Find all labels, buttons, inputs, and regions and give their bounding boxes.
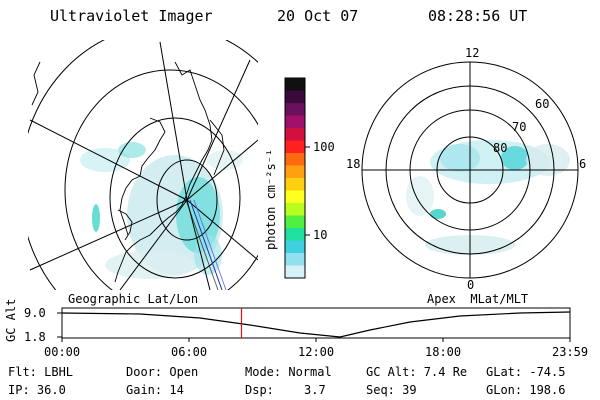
info-gain: Gain: 14 bbox=[126, 383, 184, 397]
color-bar-unit: photon cm⁻²s⁻¹ bbox=[264, 148, 278, 250]
geographic-map bbox=[28, 40, 258, 290]
instrument-title: Ultraviolet Imager bbox=[50, 7, 213, 25]
lat-label-70: 70 bbox=[512, 120, 527, 134]
xtick-1800: 18:00 bbox=[425, 345, 462, 359]
color-bar-segment bbox=[285, 153, 305, 166]
info-door: Door: Open bbox=[126, 365, 199, 379]
color-bar-segment bbox=[285, 190, 305, 204]
satellite-track bbox=[185, 199, 227, 290]
color-bar-segment bbox=[285, 253, 305, 266]
color-bar-segment bbox=[285, 103, 305, 116]
mlt-label-6: 6 bbox=[579, 157, 587, 171]
apex-grid bbox=[361, 61, 579, 279]
xtick-1200: 12:00 bbox=[298, 345, 335, 359]
color-bar bbox=[285, 78, 305, 279]
color-bar-segment bbox=[285, 215, 305, 229]
color-bar-segment bbox=[285, 165, 305, 179]
time-label: 08:28:56 UT bbox=[428, 7, 528, 25]
altitude-ytick-low: 1.8 bbox=[24, 330, 46, 344]
info-glat: GLat: -74.5 bbox=[486, 365, 566, 379]
geographic-label: Geographic Lat/Lon bbox=[68, 292, 199, 306]
info-gc-alt: GC Alt: 7.4 Re bbox=[366, 365, 468, 379]
info-ip: IP: 36.0 bbox=[8, 383, 66, 397]
altitude-ytick-high: 9.0 bbox=[24, 306, 46, 320]
info-glon: GLon: 198.6 bbox=[486, 383, 566, 397]
xtick-2359: 23:59 bbox=[552, 345, 589, 359]
altitude-curve bbox=[61, 311, 571, 338]
color-bar-label-100: 100 bbox=[313, 140, 335, 154]
info-dsp-label: Dsp: bbox=[245, 383, 274, 397]
apex-label: Apex MLat/MLT bbox=[427, 292, 529, 306]
mlt-label-18: 18 bbox=[346, 157, 361, 171]
xtick-0000: 00:00 bbox=[44, 345, 81, 359]
xtick-0600: 06:00 bbox=[171, 345, 208, 359]
color-bar-frame bbox=[284, 77, 306, 279]
color-bar-segment bbox=[285, 203, 305, 216]
color-bar-segment bbox=[285, 178, 305, 191]
color-bar-segment bbox=[285, 240, 305, 254]
color-bar-segment bbox=[285, 228, 305, 241]
lat-label-60: 60 bbox=[535, 97, 550, 111]
altitude-ylabel: GC Alt bbox=[4, 298, 18, 342]
color-bar-segment bbox=[285, 115, 305, 129]
mlt-label-12: 12 bbox=[465, 46, 480, 60]
altitude-plot bbox=[57, 307, 571, 342]
color-bar-segment bbox=[285, 90, 305, 104]
lat-label-80: 80 bbox=[493, 141, 508, 155]
info-dsp-value: 3.7 bbox=[304, 383, 326, 397]
color-bar-segment bbox=[285, 140, 305, 154]
color-bar-segment bbox=[285, 128, 305, 141]
mlt-label-0: 0 bbox=[467, 278, 475, 292]
info-mode: Mode: Normal bbox=[245, 365, 332, 379]
color-bar-label-10: 10 bbox=[313, 228, 328, 242]
info-flt: Flt: LBHL bbox=[8, 365, 74, 379]
coastline bbox=[31, 61, 225, 283]
color-bar-segment bbox=[285, 78, 305, 91]
date-label: 20 Oct 07 bbox=[277, 7, 359, 25]
info-seq: Seq: 39 bbox=[366, 383, 417, 397]
color-bar-segment bbox=[285, 265, 305, 279]
